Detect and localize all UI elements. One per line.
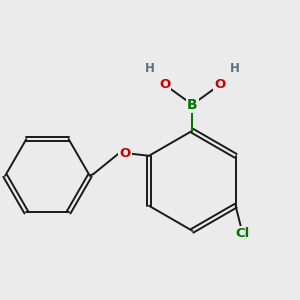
Text: H: H [230, 62, 240, 75]
Text: O: O [159, 78, 170, 91]
Text: O: O [119, 147, 131, 160]
Text: Cl: Cl [236, 227, 250, 240]
Text: H: H [145, 62, 155, 75]
Text: B: B [187, 98, 198, 112]
Text: O: O [214, 78, 226, 91]
